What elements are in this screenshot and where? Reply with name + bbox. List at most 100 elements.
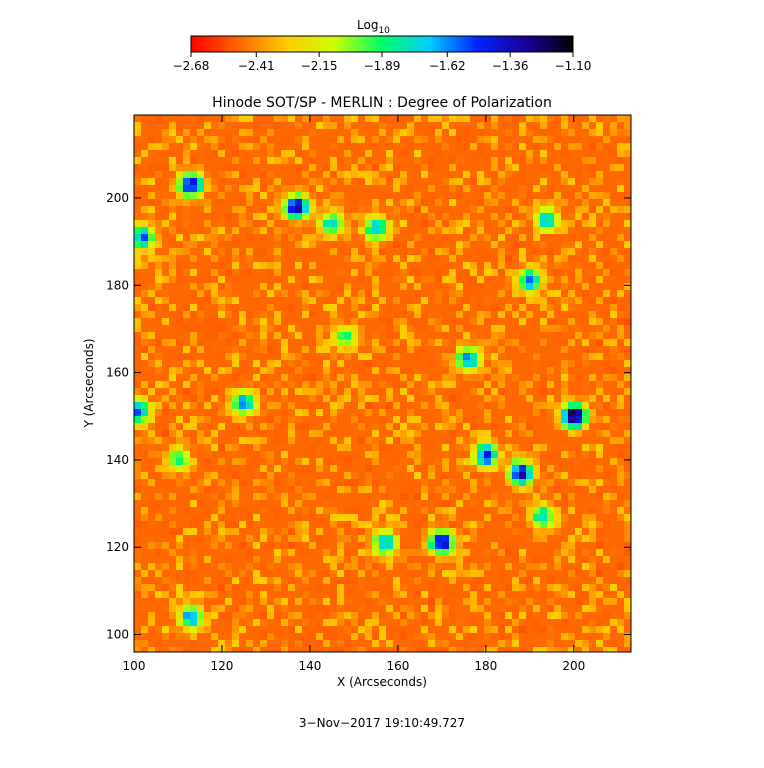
heatmap-cell <box>617 521 624 528</box>
heatmap-cell <box>554 185 561 192</box>
heatmap-cell <box>295 388 302 395</box>
heatmap-cell <box>624 143 631 150</box>
heatmap-cell <box>274 374 281 381</box>
heatmap-cell <box>491 507 498 514</box>
heatmap-cell <box>498 535 505 542</box>
heatmap-cell <box>274 297 281 304</box>
heatmap-cell <box>477 402 484 409</box>
heatmap-cell <box>148 157 155 164</box>
heatmap-cell <box>610 374 617 381</box>
heatmap-cell <box>484 577 491 584</box>
heatmap-cell <box>239 227 246 234</box>
heatmap-cell <box>526 150 533 157</box>
heatmap-cell <box>554 353 561 360</box>
heatmap-cell <box>596 528 603 535</box>
heatmap-cell <box>337 122 344 129</box>
heatmap-cell <box>176 479 183 486</box>
heatmap-cell <box>498 164 505 171</box>
heatmap-cell <box>414 591 421 598</box>
heatmap-cell <box>274 570 281 577</box>
heatmap-cell <box>428 241 435 248</box>
heatmap-cell <box>603 241 610 248</box>
heatmap-cell <box>274 122 281 129</box>
heatmap-cell <box>295 542 302 549</box>
heatmap-cell <box>449 157 456 164</box>
heatmap-cell <box>372 318 379 325</box>
heatmap-cell <box>197 374 204 381</box>
heatmap-cell <box>624 402 631 409</box>
heatmap-cell <box>225 493 232 500</box>
heatmap-cell <box>246 227 253 234</box>
heatmap-cell <box>302 388 309 395</box>
heatmap-cell <box>211 332 218 339</box>
heatmap-cell <box>617 444 624 451</box>
heatmap-cell <box>435 367 442 374</box>
heatmap-cell <box>155 549 162 556</box>
heatmap-cell <box>533 381 540 388</box>
heatmap-cell <box>351 521 358 528</box>
heatmap-cell <box>176 493 183 500</box>
heatmap-cell <box>435 227 442 234</box>
heatmap-cell <box>449 381 456 388</box>
heatmap-cell <box>218 262 225 269</box>
heatmap-cell <box>148 605 155 612</box>
heatmap-cell <box>309 416 316 423</box>
heatmap-cell <box>568 129 575 136</box>
heatmap-cell <box>288 507 295 514</box>
heatmap-cell <box>617 157 624 164</box>
heatmap-cell <box>519 528 526 535</box>
heatmap-cell <box>498 157 505 164</box>
heatmap-cell <box>617 549 624 556</box>
heatmap-cell <box>197 458 204 465</box>
heatmap-cell <box>316 360 323 367</box>
heatmap-cell <box>617 437 624 444</box>
heatmap-cell <box>617 297 624 304</box>
heatmap-cell <box>407 521 414 528</box>
heatmap-cell <box>540 458 547 465</box>
heatmap-cell <box>274 577 281 584</box>
heatmap-cell <box>491 458 498 465</box>
heatmap-cell <box>351 563 358 570</box>
heatmap-cell <box>610 262 617 269</box>
heatmap-cell <box>624 241 631 248</box>
heatmap-cell <box>400 199 407 206</box>
heatmap-cell <box>358 269 365 276</box>
heatmap-cell <box>169 591 176 598</box>
heatmap-cell <box>288 514 295 521</box>
heatmap-cell <box>603 192 610 199</box>
heatmap-cell <box>512 423 519 430</box>
heatmap-cell <box>337 213 344 220</box>
heatmap-cell <box>365 171 372 178</box>
heatmap-cell <box>505 493 512 500</box>
heatmap-cell <box>253 122 260 129</box>
heatmap-cell <box>218 507 225 514</box>
heatmap-cell <box>246 178 253 185</box>
heatmap-cell <box>582 213 589 220</box>
heatmap-cell <box>260 451 267 458</box>
heatmap-cell <box>260 241 267 248</box>
heatmap-cell <box>281 479 288 486</box>
heatmap-cell <box>456 486 463 493</box>
heatmap-cell <box>260 318 267 325</box>
heatmap-cell <box>617 311 624 318</box>
heatmap-cell <box>540 297 547 304</box>
heatmap-cell <box>281 381 288 388</box>
heatmap-cell <box>505 423 512 430</box>
heatmap-cell <box>176 584 183 591</box>
heatmap-cell <box>547 479 554 486</box>
heatmap-cell <box>372 542 379 549</box>
heatmap-cell <box>435 584 442 591</box>
heatmap-cell <box>274 549 281 556</box>
heatmap-cell <box>225 164 232 171</box>
heatmap-cell <box>232 129 239 136</box>
heatmap-cell <box>260 332 267 339</box>
heatmap-cell <box>554 374 561 381</box>
heatmap-cell <box>428 563 435 570</box>
heatmap-cell <box>260 262 267 269</box>
heatmap-cell <box>589 325 596 332</box>
heatmap-cell <box>568 332 575 339</box>
heatmap-cell <box>302 395 309 402</box>
heatmap-cell <box>211 360 218 367</box>
heatmap-cell <box>351 556 358 563</box>
heatmap-cell <box>624 493 631 500</box>
